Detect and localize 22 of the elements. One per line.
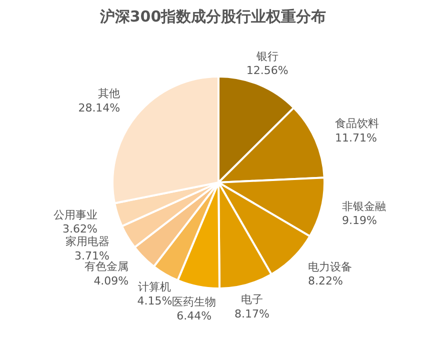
slice-label: 家用电器 [65,235,110,248]
data-label: 11.71% [334,131,377,144]
slice-label: 食品饮料 [334,117,379,130]
data-label: 12.56% [246,64,288,78]
slice-label: 电子 [240,293,263,306]
data-label: 8.22% [308,274,343,288]
data-label: 8.17% [234,307,270,320]
slice-label: 公用事业 [53,208,98,222]
chart-title: 沪深300指数成分股行业权重分布 [98,8,326,26]
slice-label: 电力设备 [308,260,352,274]
slice-label: 非银金融 [342,200,386,213]
data-label: 9.19% [342,214,377,228]
data-label: 28.14% [78,101,120,114]
data-label: 4.15% [137,294,172,308]
data-label: 6.44% [176,310,212,323]
slice-label: 有色金属 [84,260,129,274]
slice-label: 其他 [98,87,120,100]
data-label: 4.09% [94,274,129,288]
slice-label: 医药生物 [172,295,216,308]
data-label: 3.62% [62,222,98,236]
slice-label: 银行 [255,50,278,63]
slice-label: 计算机 [138,280,172,294]
